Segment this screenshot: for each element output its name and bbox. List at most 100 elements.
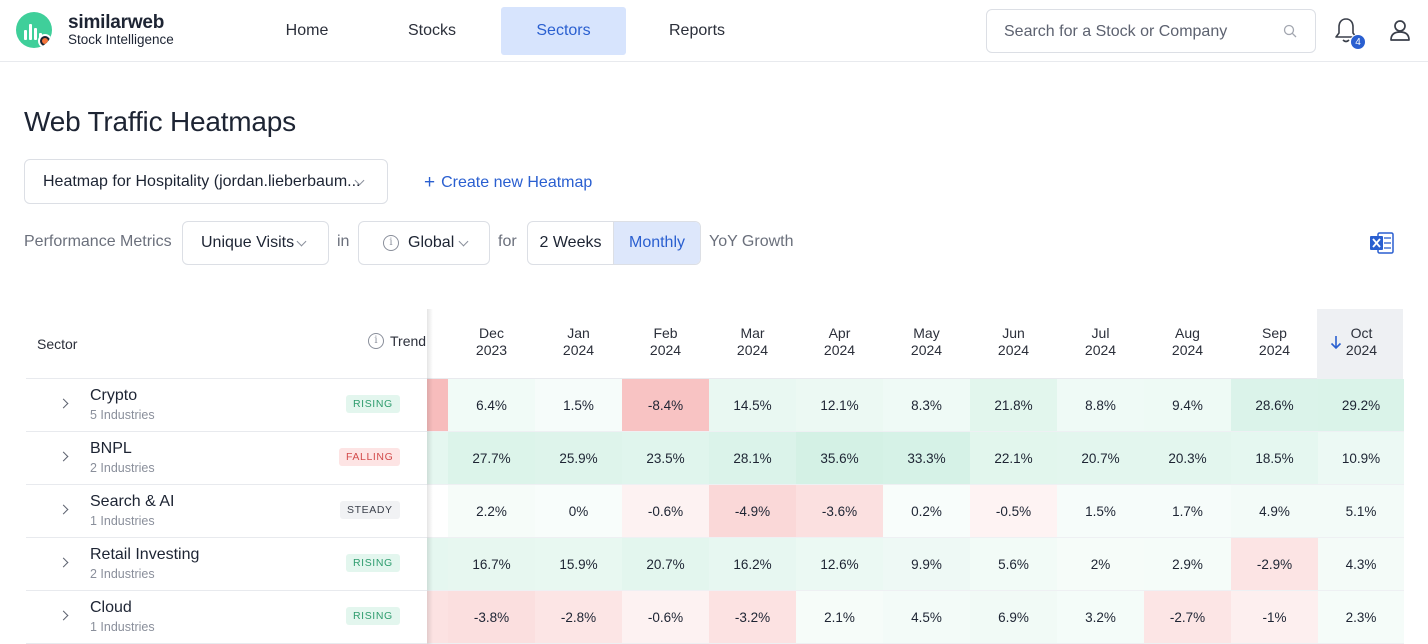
heatmap-cell[interactable]: 16.7% [448,538,535,591]
heatmap-cell[interactable]: 1.7% [1144,485,1231,538]
heatmap-cell[interactable]: 20.7% [622,538,709,591]
heatmap-cell[interactable]: 0.2% [883,485,970,538]
heatmap-cell[interactable]: -1% [1231,591,1318,644]
table-row[interactable]: Search & AI 1 Industries STEADY [26,485,427,538]
heatmap-cell[interactable]: 9.4% [1144,379,1231,432]
period-option-2-weeks[interactable]: 2 Weeks [528,222,614,264]
sort-descending-arrow-icon[interactable] [1330,334,1342,350]
heatmap-cell[interactable]: 12.6% [796,538,883,591]
heatmap-cell[interactable]: -3.8% [448,591,535,644]
heatmap-cell[interactable]: -2.8% [535,591,622,644]
month-column-header[interactable]: Oct 2024 [1318,325,1405,359]
heatmap-cell[interactable]: 9.9% [883,538,970,591]
heatmap-cell[interactable]: -3.2% [709,591,796,644]
heatmap-cell[interactable]: 35.6% [796,432,883,485]
sector-name[interactable]: Search & AI [90,493,175,510]
chevron-right-icon[interactable] [58,610,69,621]
sector-column-header[interactable]: Sector [37,336,78,352]
heatmap-cell[interactable]: 0% [535,485,622,538]
month-column-header[interactable]: Jan 2024 [535,325,622,359]
heatmap-cell[interactable]: -3.6% [796,485,883,538]
heatmap-cell[interactable]: 1.5% [1057,485,1144,538]
table-row[interactable]: Cloud 1 Industries RISING [26,591,427,644]
create-heatmap-button[interactable]: + Create new Heatmap [424,171,592,193]
period-option-monthly[interactable]: Monthly [614,222,700,264]
heatmap-cell[interactable]: 5.1% [1318,485,1404,538]
heatmap-cell[interactable]: 4.3% [1318,538,1404,591]
sector-name[interactable]: BNPL [90,440,132,457]
month-column-header[interactable]: Dec 2023 [448,325,535,359]
heatmap-cell[interactable]: 33.3% [883,432,970,485]
heatmap-cell[interactable]: 10.9% [1318,432,1404,485]
user-account-icon[interactable] [1388,18,1412,42]
brand-logo[interactable]: similarweb Stock Intelligence [16,12,174,48]
month-column-header[interactable]: Mar 2024 [709,325,796,359]
nav-item-home[interactable]: Home [285,22,329,39]
heatmap-cell[interactable]: 4.5% [883,591,970,644]
heatmap-cell[interactable]: 6.4% [448,379,535,432]
month-column-header[interactable]: Jun 2024 [970,325,1057,359]
month-column-header[interactable]: Jul 2024 [1057,325,1144,359]
info-icon[interactable] [368,333,384,349]
heatmap-cell[interactable]: 23.5% [622,432,709,485]
heatmap-cell[interactable]: -0.6% [622,485,709,538]
heatmap-cell[interactable]: 28.1% [709,432,796,485]
heatmap-cell[interactable]: 27.7% [448,432,535,485]
metric-select-dropdown[interactable]: Unique Visits [182,221,329,265]
month-column-header[interactable]: Aug 2024 [1144,325,1231,359]
heatmap-cell[interactable]: 3.2% [1057,591,1144,644]
table-row[interactable]: Crypto 5 Industries RISING [26,379,427,432]
heatmap-cell[interactable]: -0.5% [970,485,1057,538]
chevron-right-icon[interactable] [58,398,69,409]
sector-industries-count: 2 Industries [90,567,155,581]
sector-name[interactable]: Retail Investing [90,546,200,563]
heatmap-cell[interactable]: 4.9% [1231,485,1318,538]
month-column-header[interactable]: May 2024 [883,325,970,359]
heatmap-cell[interactable]: 1.5% [535,379,622,432]
chevron-right-icon[interactable] [58,451,69,462]
heatmap-cell[interactable]: 18.5% [1231,432,1318,485]
heatmap-cell[interactable]: 20.3% [1144,432,1231,485]
heatmap-cell[interactable]: 21.8% [970,379,1057,432]
heatmap-select-dropdown[interactable]: Heatmap for Hospitality (jordan.lieberba… [24,159,388,204]
heatmap-cell[interactable]: -4.9% [709,485,796,538]
month-column-header[interactable]: Feb 2024 [622,325,709,359]
notification-bell-icon[interactable] [1333,16,1359,44]
table-row[interactable]: BNPL 2 Industries FALLING [26,432,427,485]
chevron-right-icon[interactable] [58,504,69,515]
month-column-header[interactable]: Apr 2024 [796,325,883,359]
region-select-dropdown[interactable]: Global [358,221,490,265]
heatmap-cell[interactable]: 12.1% [796,379,883,432]
heatmap-cell[interactable]: 25.9% [535,432,622,485]
sector-name[interactable]: Crypto [90,387,138,404]
excel-export-icon[interactable] [1369,231,1394,255]
heatmap-cell[interactable]: 15.9% [535,538,622,591]
heatmap-cell[interactable]: 8.8% [1057,379,1144,432]
chevron-right-icon[interactable] [58,557,69,568]
nav-item-reports[interactable]: Reports [668,22,726,39]
sector-name[interactable]: Cloud [90,599,132,616]
heatmap-cell[interactable]: 29.2% [1318,379,1404,432]
heatmap-cell[interactable]: 2% [1057,538,1144,591]
search-input[interactable]: Search for a Stock or Company [986,9,1316,53]
table-row[interactable]: Retail Investing 2 Industries RISING [26,538,427,591]
nav-item-stocks[interactable]: Stocks [407,22,456,39]
heatmap-cell[interactable]: 8.3% [883,379,970,432]
heatmap-cell[interactable]: 6.9% [970,591,1057,644]
heatmap-cell[interactable]: 16.2% [709,538,796,591]
heatmap-cell[interactable]: 28.6% [1231,379,1318,432]
month-column-header[interactable]: Sep 2024 [1231,325,1318,359]
heatmap-cell[interactable]: -0.6% [622,591,709,644]
heatmap-cell[interactable]: -2.7% [1144,591,1231,644]
heatmap-cell[interactable]: 2.1% [796,591,883,644]
heatmap-cell[interactable]: -8.4% [622,379,709,432]
heatmap-cell[interactable]: 2.3% [1318,591,1404,644]
heatmap-cell[interactable]: -2.9% [1231,538,1318,591]
heatmap-cell[interactable]: 22.1% [970,432,1057,485]
nav-item-sectors[interactable]: Sectors [501,7,626,55]
heatmap-cell[interactable]: 2.9% [1144,538,1231,591]
heatmap-cell[interactable]: 14.5% [709,379,796,432]
heatmap-cell[interactable]: 20.7% [1057,432,1144,485]
heatmap-cell[interactable]: 2.2% [448,485,535,538]
heatmap-cell[interactable]: 5.6% [970,538,1057,591]
